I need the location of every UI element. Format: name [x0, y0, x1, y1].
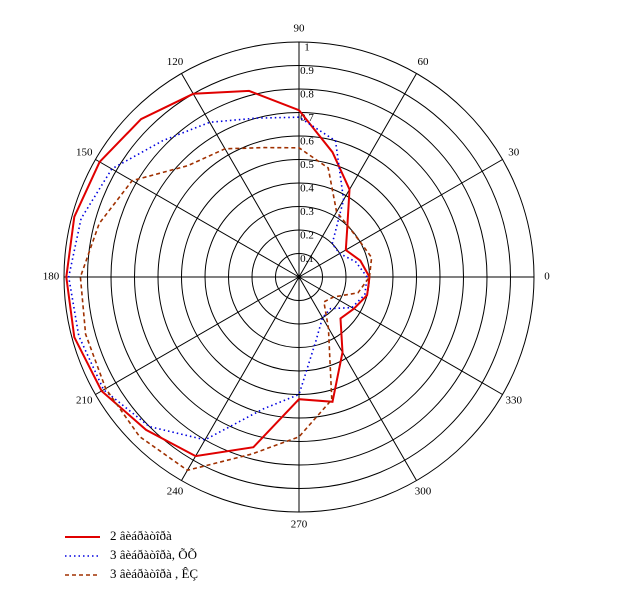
- spoke: [181, 73, 300, 278]
- angle-label: 180: [43, 271, 60, 283]
- series-line: [67, 116, 368, 441]
- angle-label: 240: [167, 485, 184, 497]
- spoke: [95, 276, 300, 395]
- r-tick-label: 0.4: [300, 183, 314, 195]
- spoke: [298, 159, 503, 278]
- angle-label: 300: [415, 485, 432, 497]
- legend-label: 2 âèáðàòîðà: [110, 528, 172, 543]
- angle-label: 30: [508, 147, 520, 159]
- r-tick-label: 0.6: [300, 136, 314, 148]
- angle-label: 330: [506, 395, 523, 407]
- series-line: [79, 146, 373, 472]
- spoke: [298, 73, 417, 278]
- angle-label: 150: [76, 147, 93, 159]
- legend-label: 3 âèáðàòîðà, ÕÕ: [110, 547, 197, 562]
- angle-label: 0: [544, 271, 550, 283]
- r-tick-label: 0.9: [300, 65, 314, 77]
- r-tick-label: 0.5: [300, 159, 314, 171]
- angle-label: 90: [294, 23, 306, 35]
- series-line: [65, 89, 371, 458]
- spoke: [95, 159, 300, 278]
- angle-label: 210: [76, 395, 93, 407]
- angle-label: 60: [418, 56, 430, 68]
- spoke: [181, 276, 300, 481]
- angle-label: 270: [291, 519, 308, 531]
- r-tick-label: 0.1: [300, 253, 314, 265]
- r-tick-label: 0.8: [300, 89, 314, 101]
- r-tick-label: 0.2: [300, 230, 314, 242]
- legend-label: 3 âèáðàòîðà , ÊÇ: [110, 566, 198, 581]
- r-tick-label: 1: [304, 42, 310, 54]
- legend: 2 âèáðàòîðà 3 âèáðàòîðà, ÕÕ 3 âèáðàòîðà , …: [65, 528, 198, 581]
- angle-label: 120: [167, 56, 184, 68]
- spoke: [298, 276, 417, 481]
- r-tick-label: 0.3: [300, 206, 314, 218]
